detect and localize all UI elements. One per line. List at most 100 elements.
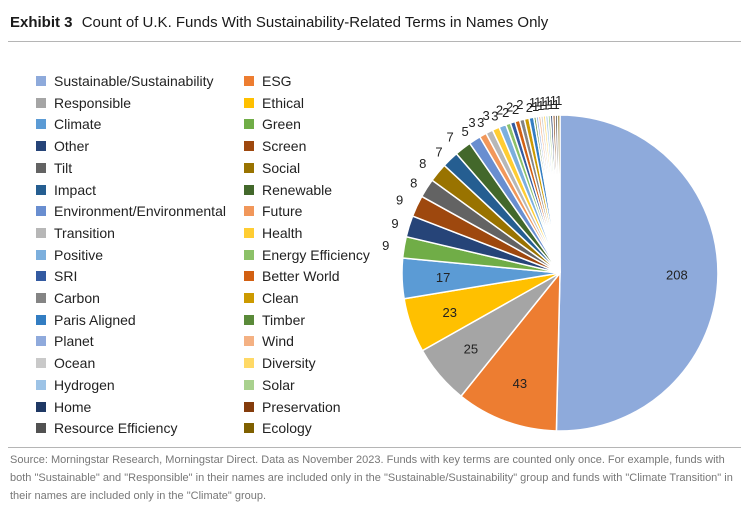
data-label-climate: 17: [436, 270, 450, 285]
legend-label: Carbon: [54, 290, 100, 306]
legend-swatch: [36, 336, 46, 347]
data-label-wind: 1: [534, 94, 541, 109]
legend-swatch: [244, 227, 254, 238]
data-label-green: 9: [382, 238, 389, 253]
legend-swatch: [36, 97, 46, 108]
data-label-clean: 2: [516, 97, 523, 112]
data-label-esg: 43: [513, 376, 527, 391]
legend-item-carbon: Carbon: [36, 288, 100, 308]
legend-item-ocean: Ocean: [36, 353, 95, 373]
legend-swatch: [244, 119, 254, 130]
legend-label: Screen: [262, 138, 307, 155]
legend-swatch: [244, 162, 254, 173]
data-label-planet: 1: [532, 99, 539, 114]
legend-swatch: [244, 76, 254, 86]
legend-item-planet: Planet: [36, 331, 94, 351]
legend-label: Social: [262, 159, 301, 176]
legend-item-social: Social: [244, 158, 300, 178]
legend-label: Home: [54, 398, 92, 415]
source-note: Source: Morningstar Research, Morningsta…: [10, 454, 733, 502]
legend-item-timber: Timber: [244, 310, 305, 330]
data-label-sustainable-sustainability: 208: [666, 267, 688, 282]
legend-swatch: [36, 314, 46, 325]
footer-divider: [8, 447, 741, 448]
legend-swatch: [36, 423, 46, 434]
legend-item-sustainable-sustainability: Sustainable/Sustainability: [36, 71, 214, 91]
legend-swatch: [36, 119, 46, 130]
legend-label: Clean: [262, 290, 299, 306]
legend-label: Ocean: [54, 355, 96, 372]
legend-item-hydrogen: Hydrogen: [36, 375, 115, 395]
legend-swatch: [244, 271, 254, 282]
legend-label: Other: [54, 138, 90, 155]
legend-item-home: Home: [36, 397, 91, 417]
legend-label: SRI: [54, 268, 78, 285]
legend-swatch: [36, 271, 46, 282]
legend-label: Sustainable/Sustainability: [54, 73, 214, 89]
legend-swatch: [36, 184, 46, 195]
legend-item-environment-environmental: Environment/Environmental: [36, 201, 226, 221]
legend-item-green: Green: [244, 114, 301, 134]
data-label-tilt: 8: [410, 175, 417, 190]
legend-label: Renewable: [262, 181, 333, 198]
legend-item-wind: Wind: [244, 331, 294, 351]
legend-swatch: [244, 358, 254, 369]
data-label-diversity: 1: [539, 94, 546, 109]
data-label-preservation: 1: [550, 93, 557, 108]
legend-swatch: [244, 314, 254, 325]
legend-item-positive: Positive: [36, 245, 103, 265]
pie-slice-esg: [459, 270, 561, 432]
legend-item-impact: Impact: [36, 180, 96, 200]
legend-item-future: Future: [244, 201, 302, 221]
legend-item-better-world: Better World: [244, 266, 340, 286]
legend-label: Tilt: [54, 159, 73, 176]
legend-label: Energy Efficiency: [262, 246, 370, 263]
legend-label: Diversity: [262, 355, 316, 372]
legend-swatch: [244, 97, 254, 108]
legend-label: Responsible: [54, 94, 132, 111]
data-label-social: 8: [419, 156, 426, 171]
legend-item-ethical: Ethical: [244, 93, 304, 113]
legend-item-esg: ESG: [244, 71, 292, 91]
data-label-other: 9: [391, 216, 398, 231]
legend-swatch: [244, 206, 254, 217]
data-label-paris-aligned: 2: [526, 100, 533, 115]
data-label-sri: 2: [502, 105, 509, 120]
chart-title: Count of U.K. Funds With Sustainability-…: [81, 14, 549, 31]
data-label-energy-efficiency: 2: [496, 103, 503, 118]
data-label-screen: 9: [396, 193, 403, 208]
legend-label: Resource Efficiency: [54, 420, 178, 437]
legend-swatch: [36, 206, 46, 217]
legend-label: Climate: [54, 116, 102, 133]
legend-item-health: Health: [244, 223, 302, 243]
exhibit-label: Exhibit 3: [10, 14, 73, 31]
legend-label: Better World: [262, 268, 340, 285]
legend-label: Solar: [262, 376, 295, 393]
legend-swatch: [244, 184, 254, 195]
data-label-impact: 7: [435, 144, 442, 159]
legend-swatch: [36, 76, 46, 86]
legend-label: Preservation: [262, 398, 341, 415]
legend-label: Health: [262, 224, 303, 241]
data-label-solar: 1: [545, 93, 552, 108]
data-label-health: 3: [482, 108, 489, 123]
legend-item-solar: Solar: [244, 375, 295, 395]
data-label-timber: 1: [529, 95, 536, 110]
pie-slice-ecology: [556, 114, 561, 274]
legend-item-other: Other: [36, 136, 89, 156]
legend-swatch: [244, 249, 254, 260]
legend-item-preservation: Preservation: [244, 397, 341, 417]
legend-label: Ecology: [262, 420, 312, 437]
legend-item-transition: Transition: [36, 223, 115, 243]
data-label-home: 1: [547, 97, 554, 112]
legend-swatch: [244, 401, 254, 412]
legend-item-energy-efficiency: Energy Efficiency: [244, 245, 370, 265]
data-label-positive: 3: [491, 109, 498, 124]
legend-swatch: [36, 162, 46, 173]
data-label-ethical: 23: [442, 305, 456, 320]
data-label-future: 3: [468, 115, 475, 130]
data-label-better-world: 2: [506, 99, 513, 114]
legend-label: Green: [262, 116, 301, 133]
legend-swatch: [36, 293, 46, 303]
